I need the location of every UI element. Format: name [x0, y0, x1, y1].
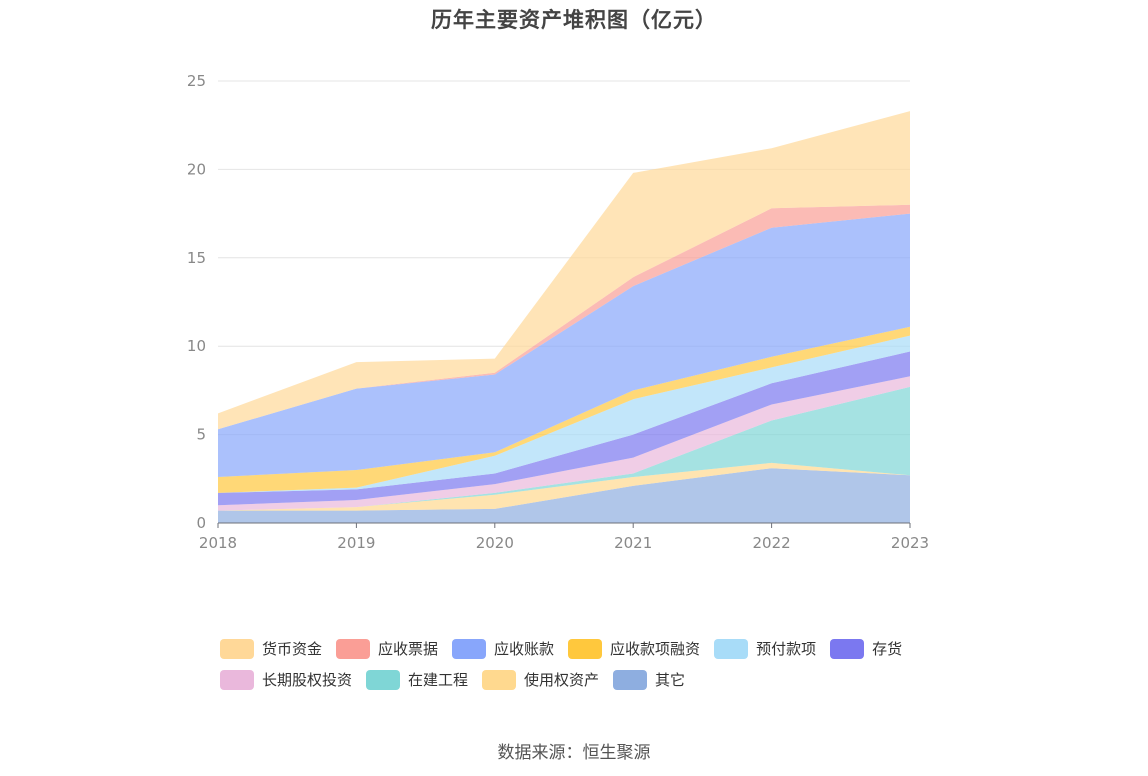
legend-swatch: [220, 638, 254, 659]
legend-swatch: [830, 638, 865, 659]
legend-swatch: [482, 669, 517, 690]
y-tick-label: 0: [196, 514, 206, 532]
legend-item-货币资金[interactable]: 货币资金: [220, 638, 322, 659]
stacked-area-chart: 0 5 10 15 20 25 2018 2019 2020 2021 2022 2023: [187, 72, 929, 552]
legend: 货币资金 应收票据 应收账款 应收款项融资 预付款项 存货长期股权投资 在建工程 使用权资产 其…: [220, 638, 960, 690]
legend-item-应收票据[interactable]: 应收票据: [336, 638, 438, 659]
x-tick-label: 2021: [614, 534, 652, 552]
chart-title: 历年主要资产堆积图（亿元）: [431, 8, 717, 32]
area-使用权资产[interactable]: [218, 462, 910, 511]
area-应收账款[interactable]: [218, 213, 910, 477]
legend-swatch: [714, 638, 749, 659]
source-note: 数据来源：恒生聚源: [497, 743, 651, 763]
legend-item-应收账款[interactable]: 应收账款: [452, 638, 554, 659]
legend-label: 其它: [655, 671, 686, 689]
legend-label: 应收票据: [378, 640, 439, 658]
legend-swatch: [336, 638, 371, 659]
axes: [217, 522, 911, 528]
tick-labels: 0 5 10 15 20 25 2018 2019 2020 2021 2022 2023: [187, 72, 929, 552]
legend-label: 长期股权投资: [262, 671, 353, 689]
y-tick-label: 20: [187, 160, 206, 178]
legend-item-存货[interactable]: 存货: [830, 638, 902, 659]
area-货币资金[interactable]: [218, 111, 910, 430]
area-在建工程[interactable]: [218, 386, 910, 511]
legend-swatch: [568, 638, 603, 659]
legend-item-在建工程[interactable]: 在建工程: [366, 669, 468, 690]
x-tick-label: 2018: [199, 534, 237, 552]
x-tick-label: 2023: [891, 534, 929, 552]
area-其它[interactable]: [218, 468, 910, 523]
y-tick-label: 15: [187, 249, 206, 267]
legend-swatch: [613, 669, 648, 690]
legend-label: 在建工程: [408, 671, 469, 689]
legend-swatch: [366, 669, 401, 690]
y-tick-label: 10: [187, 337, 206, 355]
area-series-layer: [218, 111, 910, 523]
x-tick-label: 2020: [476, 534, 514, 552]
area-应收款项融资[interactable]: [218, 326, 910, 493]
legend-item-预付款项[interactable]: 预付款项: [714, 638, 816, 659]
legend-item-应收款项融资[interactable]: 应收款项融资: [568, 638, 700, 659]
legend-item-使用权资产[interactable]: 使用权资产: [482, 669, 599, 690]
legend-swatch: [220, 669, 254, 690]
legend-label: 应收款项融资: [610, 640, 701, 658]
legend-label: 预付款项: [756, 640, 817, 658]
legend-item-其它[interactable]: 其它: [613, 669, 685, 690]
legend-swatch: [452, 638, 487, 659]
legend-item-长期股权投资[interactable]: 长期股权投资: [220, 669, 352, 690]
legend-label: 使用权资产: [524, 671, 600, 689]
legend-label: 存货: [872, 640, 903, 658]
x-tick-label: 2019: [337, 534, 375, 552]
y-tick-label: 5: [196, 426, 206, 444]
legend-label: 应收账款: [494, 640, 555, 658]
x-tick-label: 2022: [753, 534, 791, 552]
y-tick-label: 25: [187, 72, 206, 90]
legend-label: 货币资金: [262, 640, 323, 658]
